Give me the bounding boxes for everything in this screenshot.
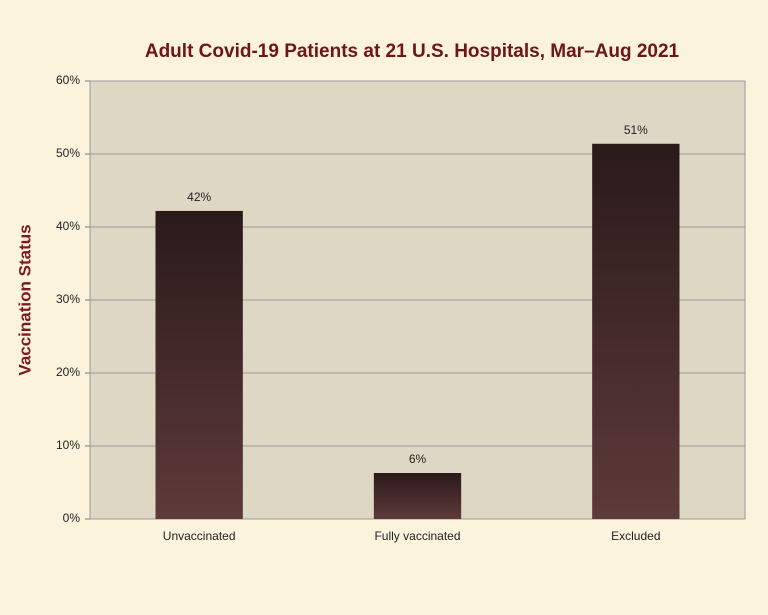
y-tick-label: 50% [56, 146, 80, 160]
y-tick-label: 20% [56, 365, 80, 379]
y-tick-label: 30% [56, 292, 80, 306]
chart-title: Adult Covid-19 Patients at 21 U.S. Hospi… [145, 41, 680, 62]
bar [592, 143, 680, 519]
bar [155, 210, 243, 519]
data-label: 42% [187, 190, 211, 204]
y-tick-label: 10% [56, 438, 80, 452]
x-tick-label: Fully vaccinated [374, 529, 460, 543]
y-tick-label: 60% [56, 73, 80, 87]
x-tick-label: Unvaccinated [163, 529, 236, 543]
y-axis-label: Vaccination Status [15, 224, 34, 375]
data-label: 6% [409, 452, 427, 466]
y-tick-label: 0% [63, 511, 81, 525]
y-tick-label: 40% [56, 219, 80, 233]
x-tick-label: Excluded [611, 529, 660, 543]
data-label: 51% [624, 123, 648, 137]
bar [373, 473, 462, 519]
